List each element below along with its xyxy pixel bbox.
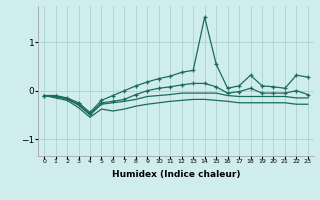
- X-axis label: Humidex (Indice chaleur): Humidex (Indice chaleur): [112, 170, 240, 179]
